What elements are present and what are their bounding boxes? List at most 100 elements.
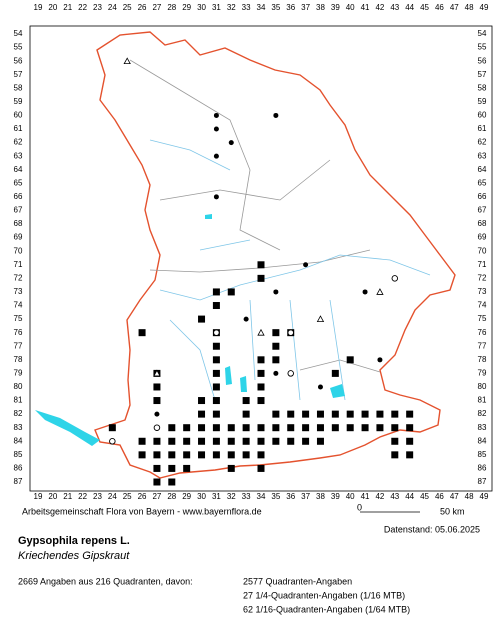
record-square (287, 410, 295, 418)
row-label: 87 (14, 477, 23, 486)
row-label: 55 (14, 43, 23, 52)
record-square (183, 437, 191, 445)
record-square (346, 356, 354, 364)
row-label: 60 (478, 111, 487, 120)
record-square (153, 383, 161, 391)
column-label: 27 (152, 492, 161, 501)
record-circle (287, 329, 294, 336)
record-dot (303, 262, 309, 268)
row-label: 62 (478, 138, 487, 147)
column-label: 35 (271, 3, 280, 12)
record-triangle (316, 315, 325, 322)
row-label: 60 (14, 111, 23, 120)
column-label: 39 (331, 492, 340, 501)
record-square (138, 437, 146, 445)
record-dot (213, 112, 219, 118)
row-label: 73 (14, 287, 23, 296)
record-square (168, 437, 176, 445)
scale-start: 0 (357, 502, 362, 512)
record-square (361, 410, 369, 418)
row-label: 68 (478, 219, 487, 228)
column-label: 22 (78, 3, 87, 12)
row-label: 70 (14, 246, 23, 255)
column-label: 49 (480, 492, 489, 501)
row-label: 82 (478, 409, 487, 418)
column-label: 46 (435, 492, 444, 501)
record-square (153, 397, 161, 405)
column-label: 31 (212, 492, 221, 501)
record-square (198, 397, 206, 405)
record-square (272, 424, 280, 432)
column-label: 32 (227, 492, 236, 501)
record-square (391, 437, 399, 445)
column-label: 37 (301, 3, 310, 12)
record-square (257, 369, 265, 377)
rivers (149, 139, 431, 401)
species-name: Gypsophila repens L. (18, 535, 130, 547)
record-square (257, 356, 265, 364)
column-label: 28 (167, 3, 176, 12)
row-label: 83 (478, 423, 487, 432)
column-label: 21 (63, 492, 72, 501)
record-square (212, 410, 220, 418)
row-label: 65 (478, 178, 487, 187)
record-square (198, 315, 206, 323)
column-label: 43 (390, 492, 399, 501)
record-square (212, 356, 220, 364)
column-label: 33 (242, 492, 251, 501)
column-label: 19 (34, 3, 43, 12)
record-square (316, 424, 324, 432)
record-dot (154, 411, 160, 417)
column-label: 48 (465, 3, 474, 12)
column-label: 25 (123, 492, 132, 501)
row-label: 58 (14, 83, 23, 92)
column-label: 38 (316, 3, 325, 12)
record-square (108, 424, 116, 432)
record-square (198, 437, 206, 445)
common-name: Kriechendes Gipskraut (18, 550, 130, 562)
row-label: 56 (14, 56, 23, 65)
record-square (212, 397, 220, 405)
record-square (406, 410, 414, 418)
row-label: 63 (14, 151, 23, 160)
record-square (212, 424, 220, 432)
record-square (272, 342, 280, 350)
column-label: 19 (34, 492, 43, 501)
column-label: 25 (123, 3, 132, 12)
row-label: 57 (14, 70, 23, 79)
record-dot (317, 384, 323, 390)
row-label: 86 (478, 464, 487, 473)
record-square (257, 274, 265, 282)
record-triangle (257, 328, 265, 336)
record-square (212, 383, 220, 391)
row-label: 85 (14, 450, 23, 459)
row-label: 78 (478, 355, 487, 364)
scale-end: 50 km (440, 506, 465, 516)
row-label: 68 (14, 219, 23, 228)
record-square (212, 342, 220, 350)
record-square (242, 410, 250, 418)
record-square (346, 424, 354, 432)
record-square (242, 424, 250, 432)
record-square (391, 451, 399, 459)
column-label: 27 (152, 3, 161, 12)
lake-constance (35, 410, 100, 446)
record-square (198, 424, 206, 432)
record-circle (153, 424, 161, 431)
record-dot (273, 289, 279, 295)
record-dot (303, 425, 309, 431)
row-label: 73 (478, 287, 487, 296)
row-label: 63 (478, 151, 487, 160)
stats-line: 62 1/16-Quadranten-Angaben (1/64 MTB) (243, 604, 410, 614)
column-label: 23 (93, 492, 102, 501)
column-label: 47 (450, 492, 459, 501)
column-label: 46 (435, 3, 444, 12)
row-label: 70 (478, 246, 487, 255)
record-circle (213, 329, 220, 336)
row-label: 67 (14, 206, 23, 215)
date: Datenstand: 05.06.2025 (384, 524, 480, 534)
row-label: 64 (14, 165, 23, 174)
record-square (257, 424, 265, 432)
record-square (153, 478, 161, 486)
